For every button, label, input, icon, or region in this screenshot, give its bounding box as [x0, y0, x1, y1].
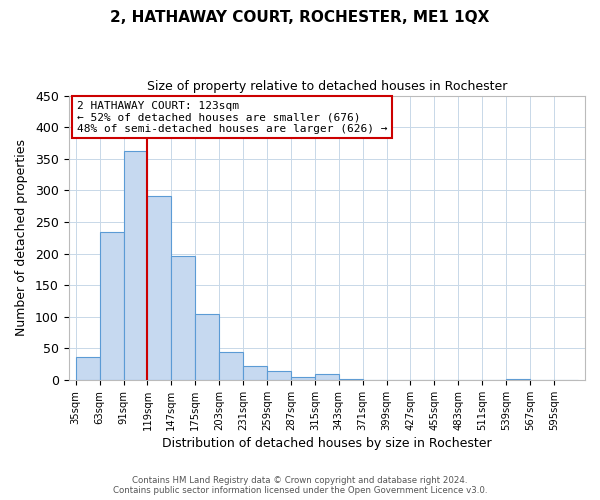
Bar [195, 314, 219, 380]
Title: Size of property relative to detached houses in Rochester: Size of property relative to detached ho… [146, 80, 507, 93]
Bar [243, 366, 267, 380]
Bar [315, 374, 339, 380]
Bar [124, 150, 148, 380]
Bar [172, 256, 195, 380]
Text: 2 HATHAWAY COURT: 123sqm
← 52% of detached houses are smaller (676)
48% of semi-: 2 HATHAWAY COURT: 123sqm ← 52% of detach… [77, 100, 387, 134]
Bar [267, 371, 291, 380]
Bar [148, 196, 172, 380]
Bar [219, 352, 243, 380]
X-axis label: Distribution of detached houses by size in Rochester: Distribution of detached houses by size … [162, 437, 491, 450]
Bar [291, 378, 315, 380]
Bar [76, 357, 100, 380]
Bar [100, 232, 124, 380]
Text: Contains HM Land Registry data © Crown copyright and database right 2024.
Contai: Contains HM Land Registry data © Crown c… [113, 476, 487, 495]
Y-axis label: Number of detached properties: Number of detached properties [15, 140, 28, 336]
Text: 2, HATHAWAY COURT, ROCHESTER, ME1 1QX: 2, HATHAWAY COURT, ROCHESTER, ME1 1QX [110, 10, 490, 25]
